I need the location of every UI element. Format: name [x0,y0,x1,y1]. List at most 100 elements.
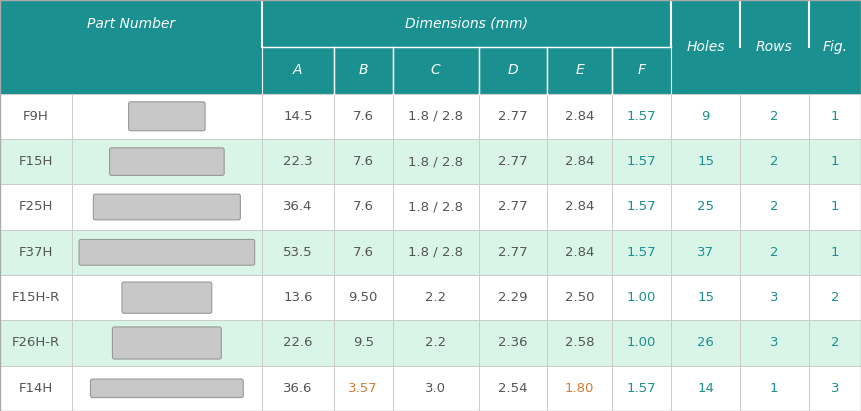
Text: F26H-R: F26H-R [12,337,59,349]
Text: Rows: Rows [756,40,793,54]
Text: 2: 2 [770,246,778,259]
Bar [71,320,263,366]
Text: 36.6: 36.6 [283,382,313,395]
Text: 7.6: 7.6 [353,155,374,168]
Bar [393,230,479,275]
Text: E: E [575,63,584,77]
Text: D: D [508,63,518,77]
Bar [740,275,808,320]
Bar [548,320,612,366]
Bar [479,275,548,320]
Bar [672,0,740,94]
Bar [612,47,672,94]
Text: 3.0: 3.0 [425,382,446,395]
Bar [808,139,861,184]
Text: 2.58: 2.58 [565,337,594,349]
Text: F37H: F37H [19,246,53,259]
Text: F9H: F9H [23,110,48,123]
Bar [263,47,334,94]
Text: 9: 9 [702,110,709,123]
Text: F: F [638,63,646,77]
Text: Part Number: Part Number [87,17,175,31]
Bar [393,47,479,94]
Bar [672,366,740,411]
Bar [808,320,861,366]
Text: 3: 3 [770,337,778,349]
Bar [808,0,861,94]
Bar [263,275,334,320]
Bar [334,94,393,139]
Text: Fig.: Fig. [822,40,847,54]
Bar [808,94,861,139]
Bar [740,184,808,230]
Bar [334,184,393,230]
Text: 1: 1 [831,201,839,213]
Bar [334,47,393,94]
Text: 2: 2 [770,110,778,123]
Bar [548,94,612,139]
Bar [334,320,393,366]
Bar [740,94,808,139]
Bar [672,139,740,184]
Bar [740,320,808,366]
Bar [0,275,71,320]
Bar [263,94,334,139]
Text: 1.57: 1.57 [627,155,656,168]
Text: 2.54: 2.54 [499,382,528,395]
Text: 26: 26 [697,337,714,349]
Bar [612,94,672,139]
Text: F15H-R: F15H-R [12,291,60,304]
Text: 1.57: 1.57 [627,110,656,123]
Text: F15H: F15H [19,155,53,168]
Bar [71,94,263,139]
Text: 2: 2 [831,291,839,304]
Bar [740,0,808,94]
Bar [672,275,740,320]
Text: 3: 3 [770,291,778,304]
Text: 53.5: 53.5 [283,246,313,259]
Text: 1.80: 1.80 [565,382,594,395]
Text: 2.84: 2.84 [565,155,594,168]
Text: 1.00: 1.00 [627,337,656,349]
Bar [612,184,672,230]
Text: 2.2: 2.2 [425,291,446,304]
Text: 1: 1 [831,155,839,168]
Bar [548,275,612,320]
FancyBboxPatch shape [90,379,244,397]
Bar [334,366,393,411]
Bar [740,230,808,275]
Text: 14.5: 14.5 [283,110,313,123]
Bar [334,230,393,275]
Text: 7.6: 7.6 [353,110,374,123]
Text: 3: 3 [831,382,839,395]
Bar [612,139,672,184]
Text: 36.4: 36.4 [283,201,313,213]
Bar [548,47,612,94]
Text: 1.8 / 2.8: 1.8 / 2.8 [408,246,463,259]
Bar [334,139,393,184]
Bar [672,94,740,139]
Text: 15: 15 [697,155,714,168]
Bar [334,275,393,320]
Bar [479,139,548,184]
Text: B: B [358,63,368,77]
Bar [263,320,334,366]
Bar [612,320,672,366]
Bar [263,366,334,411]
Bar [0,184,71,230]
FancyBboxPatch shape [93,194,240,220]
Bar [71,366,263,411]
Bar [612,275,672,320]
Bar [479,94,548,139]
Text: Holes: Holes [686,40,725,54]
Bar [808,184,861,230]
Text: 7.6: 7.6 [353,201,374,213]
Text: 2.50: 2.50 [565,291,594,304]
Text: 13.6: 13.6 [283,291,313,304]
Text: 1.57: 1.57 [627,201,656,213]
Bar [479,230,548,275]
Text: 1: 1 [831,110,839,123]
Text: 2: 2 [831,337,839,349]
FancyBboxPatch shape [79,240,255,265]
Bar [672,184,740,230]
